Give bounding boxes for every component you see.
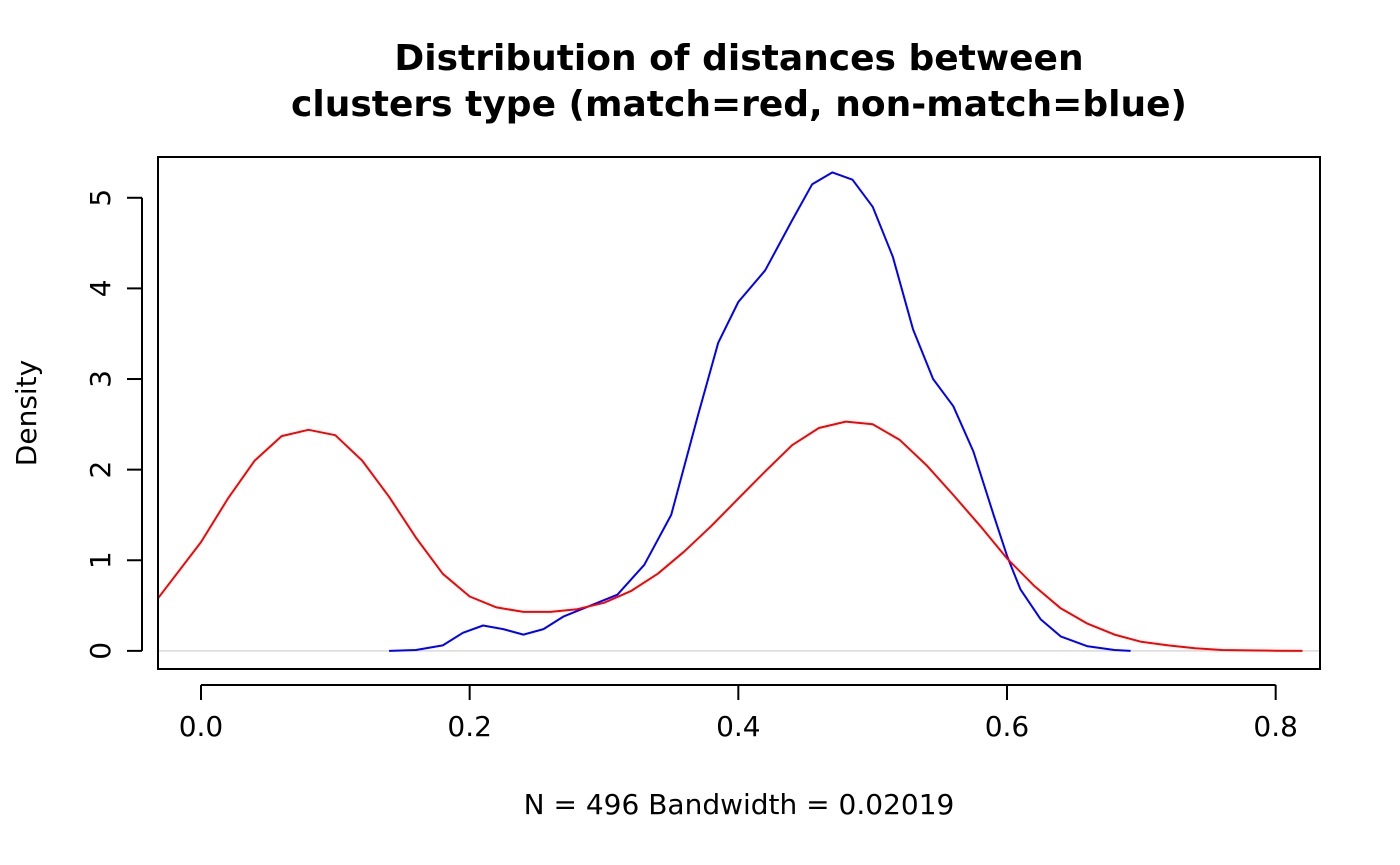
chart-title-line-1: Distribution of distances between <box>394 38 1083 79</box>
y-axis-label: Density <box>10 360 43 466</box>
chart-title-line-2: clusters type (match=red, non-match=blue… <box>291 84 1187 125</box>
x-tick-label: 0.0 <box>179 710 224 743</box>
y-tick-label: 0 <box>84 642 117 660</box>
density-curve-2 <box>157 420 1303 652</box>
x-axis-label: N = 496 Bandwidth = 0.02019 <box>524 788 955 821</box>
y-axis: 0 1 2 3 4 5 <box>84 189 143 660</box>
x-tick-label: 0.2 <box>447 710 492 743</box>
y-tick-label: 1 <box>84 551 117 569</box>
series-layer <box>157 171 1303 652</box>
y-tick-label: 5 <box>84 189 117 207</box>
x-tick-label: 0.4 <box>716 710 761 743</box>
density-curve-1 <box>389 171 1131 652</box>
x-tick-label: 0.8 <box>1253 710 1298 743</box>
plot-frame <box>157 156 1321 670</box>
y-tick-label: 2 <box>84 461 117 479</box>
x-tick-label: 0.6 <box>985 710 1030 743</box>
y-tick-label: 3 <box>84 370 117 388</box>
x-axis: 0.0 0.2 0.4 0.6 0.8 <box>179 684 1298 743</box>
y-tick-label: 4 <box>84 279 117 297</box>
